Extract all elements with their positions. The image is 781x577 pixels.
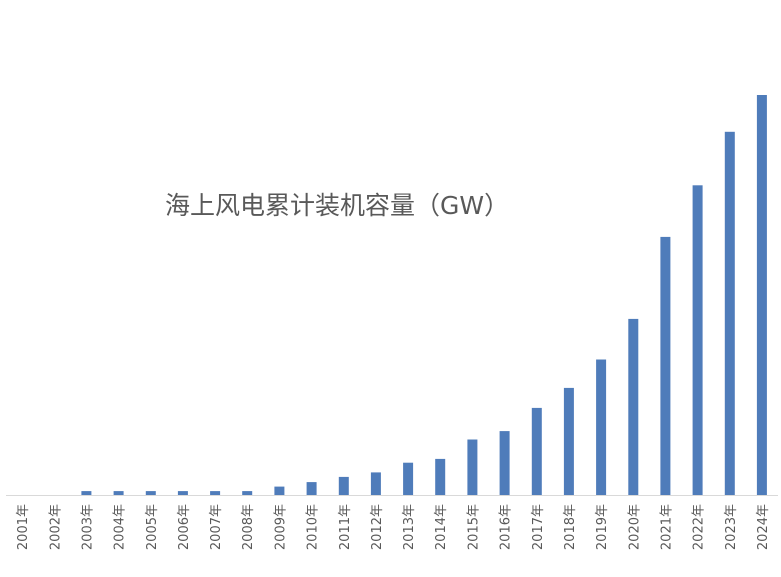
bar-2022年 (692, 185, 703, 496)
bar-2013年 (403, 462, 414, 495)
bar-2005年 (145, 491, 156, 495)
bar-2014年 (435, 458, 446, 495)
x-tick-label: 2007年 (209, 504, 224, 550)
chart-title: 海上风电累计装机容量（GW） (165, 191, 510, 220)
x-tick-label: 2002年 (48, 504, 63, 550)
bar-2024年 (756, 95, 767, 495)
x-tick-label: 2005年 (145, 504, 160, 550)
bar-2007年 (210, 491, 221, 495)
x-tick-label: 2015年 (466, 504, 481, 550)
bar-2003年 (81, 491, 92, 495)
x-tick-label: 2004年 (113, 504, 128, 550)
bar-2016年 (499, 431, 510, 495)
bar-2008年 (242, 491, 253, 495)
bar-2019年 (596, 359, 607, 495)
x-tick-label: 2019年 (595, 504, 610, 550)
bar-2023年 (724, 131, 735, 496)
bar-2009年 (274, 486, 285, 495)
bar-2015年 (467, 439, 478, 495)
x-tick-label: 2018年 (563, 504, 578, 550)
bar-2012年 (370, 472, 381, 495)
x-tick-label: 2010年 (306, 504, 321, 550)
x-tick-label: 2003年 (80, 504, 95, 550)
x-tick-label: 2009年 (273, 504, 288, 550)
bar-2011年 (338, 476, 349, 495)
x-tick-label: 2022年 (692, 504, 707, 550)
x-tick-label: 2023年 (724, 504, 739, 550)
x-tick-label: 2012年 (370, 504, 385, 550)
x-tick-label: 2008年 (241, 504, 256, 550)
x-tick-label: 2014年 (434, 504, 449, 550)
x-tick-label: 2006年 (177, 504, 192, 550)
x-tick-label: 2020年 (627, 504, 642, 550)
x-tick-label: 2013年 (402, 504, 417, 550)
bar-2020年 (628, 318, 639, 495)
x-tick-label: 2021年 (659, 504, 674, 550)
bar-2017年 (531, 407, 542, 495)
x-tick-label: 2016年 (499, 504, 514, 550)
x-tick-label: 2017年 (531, 504, 546, 550)
bar-2006年 (177, 491, 188, 495)
x-tick-label: 2011年 (338, 504, 353, 550)
bar-2021年 (660, 236, 671, 495)
bar-2018年 (563, 387, 574, 495)
x-tick-label: 2024年 (756, 504, 771, 550)
x-tick-label: 2001年 (16, 504, 31, 550)
bar-2010年 (306, 482, 317, 495)
bar-2004年 (113, 491, 124, 495)
